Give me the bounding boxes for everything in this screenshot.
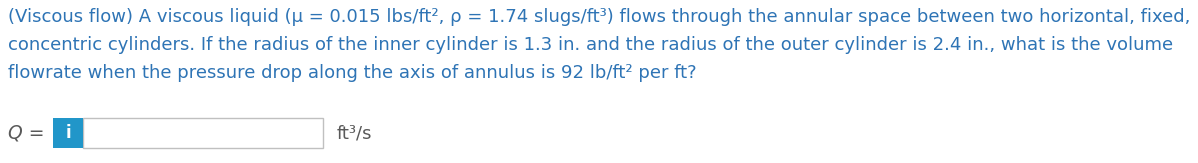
Text: Q =: Q =	[8, 124, 50, 142]
Text: concentric cylinders. If the radius of the inner cylinder is 1.3 in. and the rad: concentric cylinders. If the radius of t…	[8, 36, 1173, 54]
FancyBboxPatch shape	[53, 118, 83, 148]
FancyBboxPatch shape	[83, 118, 323, 148]
Text: flowrate when the pressure drop along the axis of annulus is 92 lb/ft² per ft?: flowrate when the pressure drop along th…	[8, 64, 696, 82]
Text: (Viscous flow) A viscous liquid (μ = 0.015 lbs/ft², ρ = 1.74 slugs/ft³) flows th: (Viscous flow) A viscous liquid (μ = 0.0…	[8, 8, 1191, 26]
Text: i: i	[65, 124, 71, 142]
Text: ft³/s: ft³/s	[337, 124, 373, 142]
